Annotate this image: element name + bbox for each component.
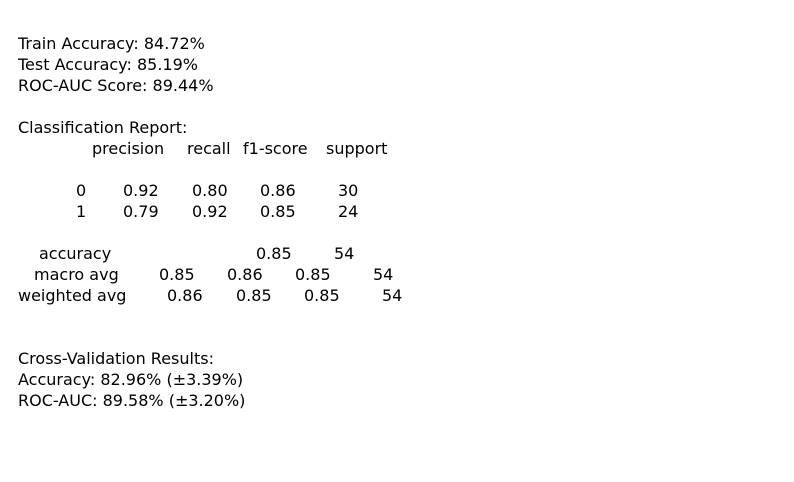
row-f1-score: 0.85 [260,202,296,221]
spacer [18,96,245,117]
row-precision: 0.79 [123,202,159,221]
row-support: 54 [382,286,403,305]
spacer [18,327,245,348]
row-precision: 0.85 [159,265,195,284]
row-f1-score: 0.86 [260,181,296,200]
row-support: 54 [334,244,355,263]
row-label: weighted avg [18,286,127,305]
cross-validation-title: Cross-Validation Results: [18,349,214,368]
row-precision: 0.92 [123,181,159,200]
results-output: Train Accuracy: 84.72% Test Accuracy: 85… [18,33,402,411]
row-recall: 0.92 [192,202,228,221]
row-recall: 0.85 [236,286,272,305]
report-row-class-0: 0 0.92 0.80 0.86 30 [18,180,358,201]
row-label: 1 [76,202,87,221]
row-f1-score: 0.85 [304,286,340,305]
cv-accuracy-line: Accuracy: 82.96% (±3.39%) [18,370,244,389]
report-row-accuracy: accuracy 0.85 54 [18,243,354,264]
row-support: 24 [338,202,359,221]
row-label: 0 [76,181,87,200]
roc-auc-line: ROC-AUC Score: 89.44% [18,76,214,95]
spacer [18,159,245,180]
header-precision: precision [92,139,165,158]
report-row-class-1: 1 0.79 0.92 0.85 24 [18,201,358,222]
row-support: 54 [373,265,394,284]
row-label: accuracy [39,244,112,263]
row-recall: 0.86 [227,265,263,284]
row-f1-score: 0.85 [256,244,292,263]
spacer [18,222,245,243]
spacer [18,306,245,327]
report-row-macro-avg: macro avg 0.85 0.86 0.85 54 [18,264,393,285]
row-precision: 0.86 [167,286,203,305]
train-accuracy-line: Train Accuracy: 84.72% [18,34,205,53]
header-recall: recall [187,139,231,158]
row-recall: 0.80 [192,181,228,200]
header-support: support [326,139,388,158]
row-support: 30 [338,181,359,200]
report-row-weighted-avg: weighted avg 0.86 0.85 0.85 54 [18,285,402,306]
report-header-row: precision recall f1-score support [18,138,387,159]
classification-report-title: Classification Report: [18,118,188,137]
test-accuracy-line: Test Accuracy: 85.19% [18,55,198,74]
row-label: macro avg [34,265,119,284]
row-f1-score: 0.85 [295,265,331,284]
header-f1-score: f1-score [243,139,308,158]
cv-roc-auc-line: ROC-AUC: 89.58% (±3.20%) [18,391,246,410]
